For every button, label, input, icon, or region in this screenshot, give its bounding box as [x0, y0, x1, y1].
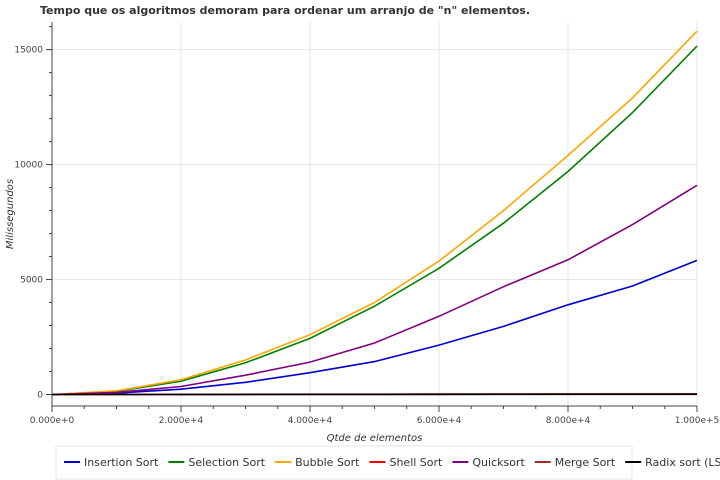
x-tick-label: 2.000e+4: [159, 416, 204, 426]
legend-label: Insertion Sort: [84, 456, 159, 469]
legend-label: Bubble Sort: [295, 456, 360, 469]
y-tick-label: 0: [37, 391, 43, 401]
legend-item-radix-sort-lsd: Radix sort (LSD): [625, 456, 720, 469]
legend-item-quicksort: Quicksort: [452, 456, 525, 469]
legend-item-bubble-sort: Bubble Sort: [275, 456, 360, 469]
chart-title: Tempo que os algoritmos demoram para ord…: [40, 4, 530, 17]
y-tick-label: 15000: [14, 46, 43, 56]
x-axis-label: Qtde de elementos: [327, 433, 423, 444]
y-tick-label: 5000: [20, 276, 43, 286]
y-axis-label: Milissegundos: [5, 179, 16, 249]
series-line-selection-sort: [51, 45, 698, 396]
y-tick-label: 10000: [14, 161, 43, 171]
series-line-insertion-sort: [51, 259, 698, 396]
legend-item-insertion-sort: Insertion Sort: [64, 456, 159, 469]
legend-label: Radix sort (LSD): [645, 456, 720, 469]
x-tick-label: 1.000e+5: [675, 416, 720, 426]
legend-item-selection-sort: Selection Sort: [168, 456, 266, 469]
legend-label: Selection Sort: [188, 456, 265, 469]
series-line-quicksort: [51, 184, 698, 396]
plot-area: [52, 22, 697, 406]
legend-label: Merge Sort: [555, 456, 616, 469]
legend-label: Shell Sort: [389, 456, 443, 469]
legend-label: Quicksort: [472, 456, 525, 469]
x-tick-label: 4.000e+4: [288, 416, 333, 426]
legend-item-shell-sort: Shell Sort: [369, 456, 443, 469]
x-tick-label: 0.000e+0: [30, 416, 75, 426]
legend: Insertion Sort Selection Sort Bubble Sort S…: [55, 445, 720, 480]
series-line-bubble-sort: [51, 30, 698, 396]
x-tick-label: 6.000e+4: [417, 416, 462, 426]
legend-item-merge-sort: Merge Sort: [534, 456, 616, 469]
x-tick-label: 8.000e+4: [546, 416, 591, 426]
